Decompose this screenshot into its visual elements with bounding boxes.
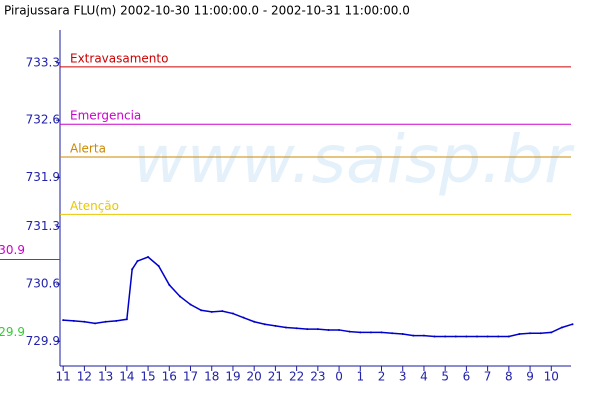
x-tick-label: 20 (247, 370, 262, 384)
level-point (178, 295, 181, 298)
level-point (221, 310, 224, 313)
y-tick-label: 732.6 (26, 113, 60, 127)
level-point (529, 332, 532, 335)
y-tick-label: 731.3 (26, 219, 60, 233)
level-point (147, 256, 150, 259)
level-point (571, 323, 574, 326)
level-point (422, 334, 425, 337)
level-point (391, 332, 394, 335)
level-point (115, 319, 118, 322)
level-point (210, 310, 213, 313)
level-point (539, 332, 542, 335)
level-point (83, 320, 86, 323)
y-tick-label: 729.9 (26, 334, 60, 348)
level-point (62, 319, 65, 322)
x-tick-label: 15 (140, 370, 155, 384)
level-point (369, 331, 372, 334)
level-line (63, 256, 573, 338)
x-tick-label: 18 (204, 370, 219, 384)
watermark: www.saisp.br (133, 121, 575, 198)
x-tick-label: 10 (544, 370, 559, 384)
x-tick-label: 8 (505, 370, 513, 384)
level-point (200, 309, 203, 312)
level-point (348, 330, 351, 333)
level-point (401, 333, 404, 336)
x-tick-label: 22 (289, 370, 304, 384)
level-point (104, 320, 107, 323)
level-point (285, 326, 288, 329)
chart-title: Pirajussara FLU(m) 2002-10-30 11:00:00.0… (4, 4, 410, 18)
x-tick-label: 9 (526, 370, 534, 384)
level-point (338, 328, 341, 331)
x-tick-label: 5 (441, 370, 449, 384)
y-tick-label: 730.6 (26, 277, 60, 291)
x-tick-label: 16 (162, 370, 177, 384)
level-point (72, 319, 75, 322)
level-point (316, 328, 319, 331)
threshold-label: Alerta (70, 142, 106, 156)
x-tick-label: 0 (335, 370, 343, 384)
marker-label: 730.9 (0, 243, 25, 257)
level-point (327, 328, 330, 331)
x-tick-label: 1 (356, 370, 364, 384)
x-tick-label: 21 (268, 370, 283, 384)
y-tick-label: 733.3 (26, 55, 60, 69)
level-point (168, 283, 171, 286)
threshold-label: Atenção (70, 199, 119, 213)
x-tick-label: 2 (378, 370, 386, 384)
level-point (242, 316, 245, 319)
x-tick-label: 23 (310, 370, 325, 384)
x-tick-label: 11 (56, 370, 71, 384)
level-point (274, 324, 277, 327)
level-point (253, 320, 256, 323)
level-point (136, 260, 139, 263)
level-point (433, 335, 436, 338)
y-tick-label: 731.9 (26, 170, 60, 184)
level-point (263, 323, 266, 326)
level-point (550, 331, 553, 334)
level-point (486, 335, 489, 338)
level-point (125, 318, 128, 321)
level-point (380, 331, 383, 334)
level-point (306, 328, 309, 331)
level-point (131, 268, 134, 271)
x-tick-label: 13 (98, 370, 113, 384)
level-point (359, 331, 362, 334)
level-point (231, 312, 234, 315)
x-tick-label: 12 (77, 370, 92, 384)
level-point (454, 335, 457, 338)
level-point (157, 265, 160, 268)
level-point (507, 335, 510, 338)
x-tick-label: 6 (463, 370, 471, 384)
x-tick-label: 3 (399, 370, 407, 384)
level-point (444, 335, 447, 338)
threshold-label: Extravasamento (70, 51, 168, 65)
level-point (497, 335, 500, 338)
level-point (189, 303, 192, 306)
threshold-label: Emergencia (70, 109, 141, 123)
x-tick-label: 4 (420, 370, 428, 384)
x-tick-label: 19 (225, 370, 240, 384)
level-point (476, 335, 479, 338)
x-tick-label: 14 (119, 370, 134, 384)
level-point (295, 327, 298, 330)
level-point (560, 326, 563, 329)
level-point (94, 322, 97, 325)
level-point (412, 334, 415, 337)
level-point (465, 335, 468, 338)
marker-label: 729.9 (0, 325, 25, 339)
x-tick-label: 7 (484, 370, 492, 384)
x-tick-label: 17 (183, 370, 198, 384)
level-point (518, 333, 521, 336)
